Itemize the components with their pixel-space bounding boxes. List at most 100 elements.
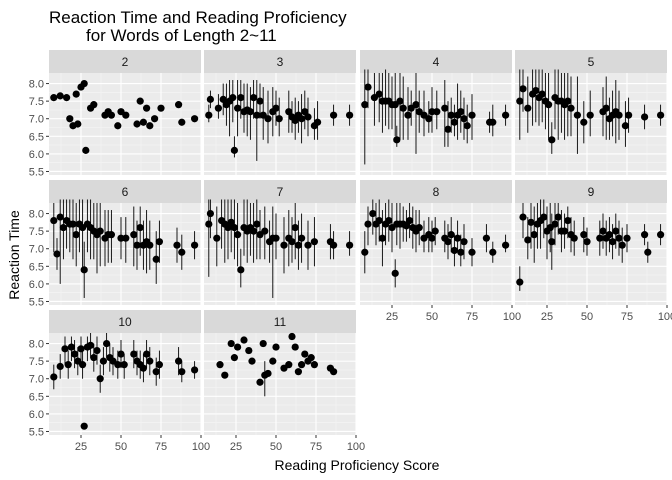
data-point [253,111,261,119]
data-point [234,104,242,112]
facet-strip [360,50,512,73]
data-point [431,227,439,235]
data-point [272,104,280,112]
data-point [173,241,181,249]
data-point [548,136,556,144]
y-tick-label: 7.5 [29,226,44,238]
data-point [61,345,69,353]
data-point [143,104,151,112]
data-point [63,94,71,102]
data-point [657,231,665,239]
data-point [256,97,264,105]
data-point [53,250,61,258]
data-point [90,101,98,109]
data-point [117,350,125,358]
data-point [641,231,649,239]
data-point [139,118,147,126]
data-point [385,216,393,225]
x-tick-label: 50 [581,311,593,323]
facet-strip [204,310,356,333]
data-point [246,108,254,116]
data-point [206,95,214,103]
data-point [564,216,572,225]
data-point [133,120,141,128]
data-point [146,241,154,249]
data-point [136,97,144,105]
data-point [644,248,652,256]
data-point [615,111,623,119]
data-point [206,209,214,218]
data-point [71,350,79,358]
data-point [275,115,283,123]
data-point [463,122,471,130]
data-point [114,361,122,369]
data-point [468,111,476,119]
data-point [175,101,183,109]
data-point [586,111,594,119]
facet-strip [360,180,512,203]
data-point [612,227,620,235]
data-point [450,118,458,126]
facet-strip [49,50,201,73]
data-point [155,238,163,246]
data-point [412,101,420,109]
data-point [264,369,272,378]
data-point [256,378,264,386]
facet-strip [515,50,667,73]
data-point [264,115,272,123]
data-point [214,104,222,112]
data-point [330,111,338,119]
data-point [259,339,267,348]
data-point [307,354,315,362]
data-point [107,231,115,239]
data-point [301,108,309,116]
data-point [361,248,369,256]
data-point [143,350,151,358]
data-point [230,224,238,232]
data-point [599,227,607,235]
data-point [157,104,165,112]
data-point [151,115,159,123]
data-point [56,213,64,221]
x-tick-label: 100 [192,441,210,453]
data-point [248,357,256,365]
data-point [114,122,122,130]
data-point [80,422,88,430]
data-point [178,368,186,376]
data-point [625,111,633,119]
data-point [538,90,546,98]
data-point [621,122,630,130]
data-point [623,234,631,242]
data-point [615,234,623,242]
data-point [433,108,441,116]
facet-strip-label: 10 [118,315,132,329]
data-point [375,216,383,225]
x-tick-label: 100 [503,311,521,323]
data-point [573,111,582,119]
data-point [567,104,575,112]
data-point [191,115,199,123]
data-point [460,238,468,246]
data-point [59,224,67,232]
data-point [56,362,64,371]
data-point [285,108,293,116]
data-point [596,234,604,242]
facet-strip-label: 6 [122,185,129,199]
y-tick-label: 8.0 [29,79,44,91]
y-tick-label: 7.5 [29,96,44,108]
data-point [93,346,101,355]
data-point [77,345,85,353]
data-point [175,357,183,365]
data-point [404,111,412,119]
data-point [406,216,414,225]
y-tick-label: 6.0 [29,279,44,291]
y-axis-title: Reaction Time [6,210,22,300]
data-point [213,234,221,242]
x-tick-label: 100 [347,441,365,453]
data-point [288,238,296,246]
facet-strip-label: 9 [588,185,595,199]
data-point [454,234,462,242]
chart-title-line-2: for Words of Length 2~11 [86,26,277,45]
data-point [489,118,497,126]
